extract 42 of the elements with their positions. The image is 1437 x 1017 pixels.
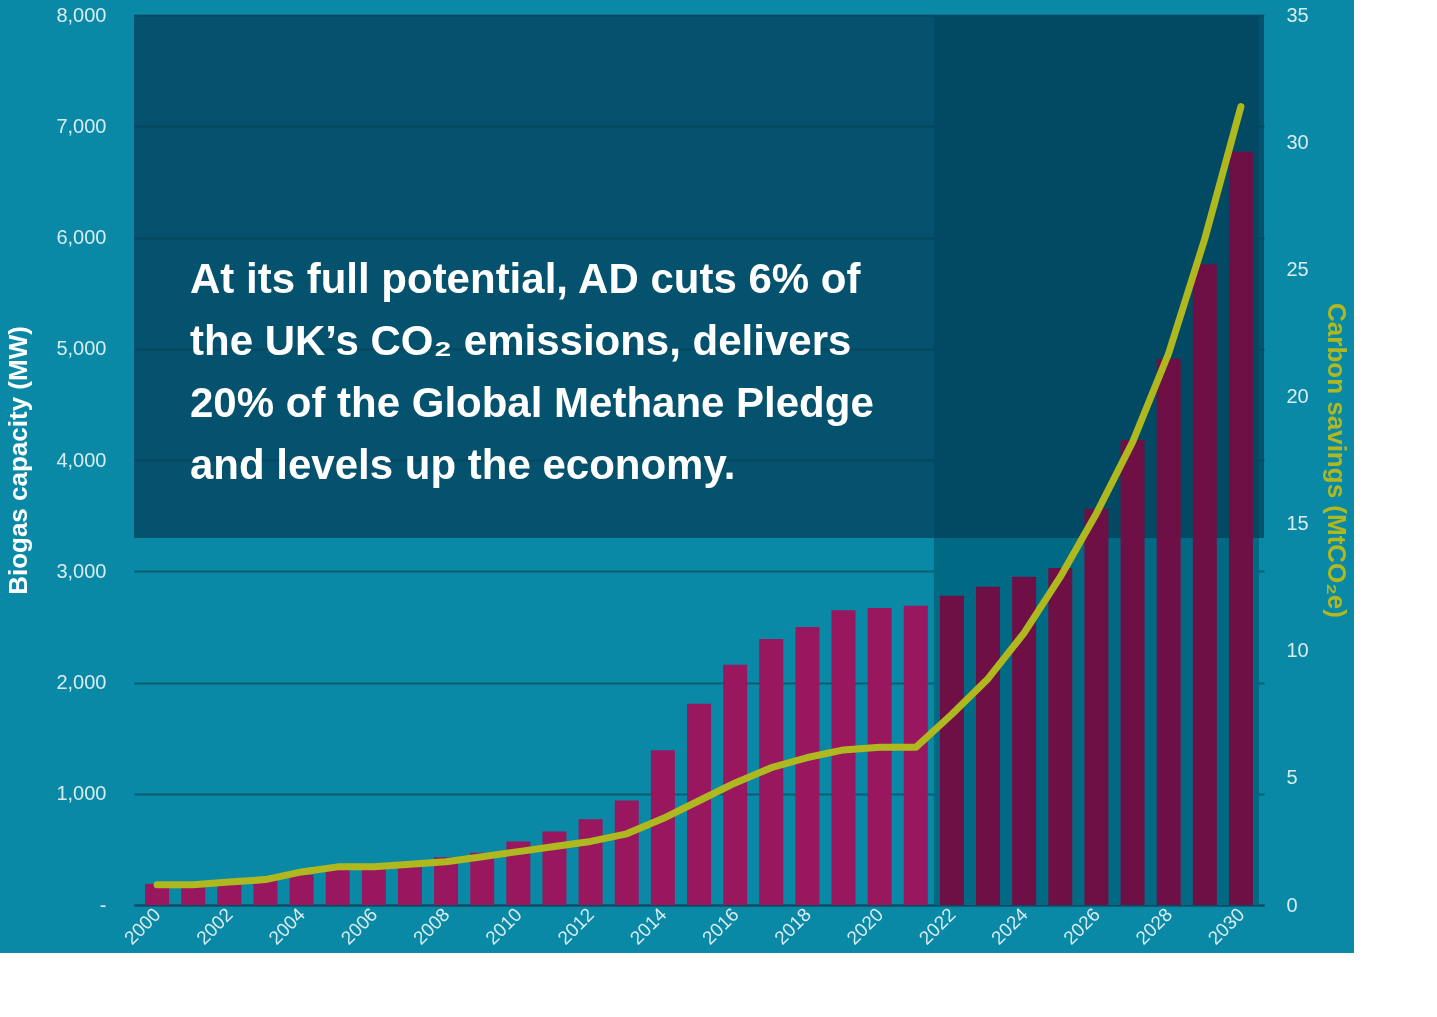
bar: [325, 868, 350, 905]
bar: [614, 800, 639, 905]
y-tick-label: 2,000: [56, 671, 107, 693]
bar: [1228, 151, 1253, 905]
y2-tick-label: 5: [1286, 766, 1298, 789]
y-tick-label: 7,000: [56, 114, 107, 137]
y-tick-label: -: [99, 893, 107, 916]
bar: [289, 874, 314, 905]
y-tick-label: 8,000: [56, 3, 107, 26]
bar: [1084, 508, 1109, 905]
bar: [1192, 264, 1217, 905]
bar: [795, 626, 820, 905]
y-tick-label: 6,000: [56, 226, 107, 248]
bar: [687, 703, 711, 905]
bar: [867, 607, 892, 905]
bar: [1012, 576, 1037, 905]
bar: [578, 819, 603, 905]
bar: [1048, 567, 1073, 905]
y-tick-label: 4,000: [56, 448, 107, 471]
y2-tick-label: 30: [1286, 130, 1309, 153]
bar: [939, 595, 964, 905]
bar: [1120, 439, 1145, 905]
bar: [903, 605, 928, 905]
bar: [650, 750, 675, 905]
y2-tick-label: 0: [1286, 893, 1298, 916]
bar: [723, 664, 748, 905]
bar: [1156, 358, 1181, 905]
y2-tick-label: 20: [1286, 384, 1309, 407]
bar: [976, 586, 1001, 905]
bar: [831, 610, 856, 905]
y-axis-title: Biogas capacity (MW): [3, 326, 34, 595]
y2-tick-label: 35: [1286, 3, 1309, 26]
bar: [759, 639, 784, 905]
bar: [542, 831, 567, 905]
y-tick-label: 1,000: [56, 782, 107, 805]
annotation: At its full potential, AD cuts 6% of the UK’s CO₂ emissions, delivers 20% of the Global Methane Pledge and levels up the economy.: [190, 255, 874, 488]
y2-axis-title: Carbon savings (MtCO₂e): [1321, 303, 1352, 618]
y2-tick-label: 25: [1286, 257, 1309, 280]
y-tick-label: 3,000: [56, 559, 107, 582]
y-tick-label: 5,000: [56, 337, 107, 360]
y2-tick-label: 15: [1286, 512, 1309, 535]
y2-tick-label: 10: [1286, 639, 1309, 662]
